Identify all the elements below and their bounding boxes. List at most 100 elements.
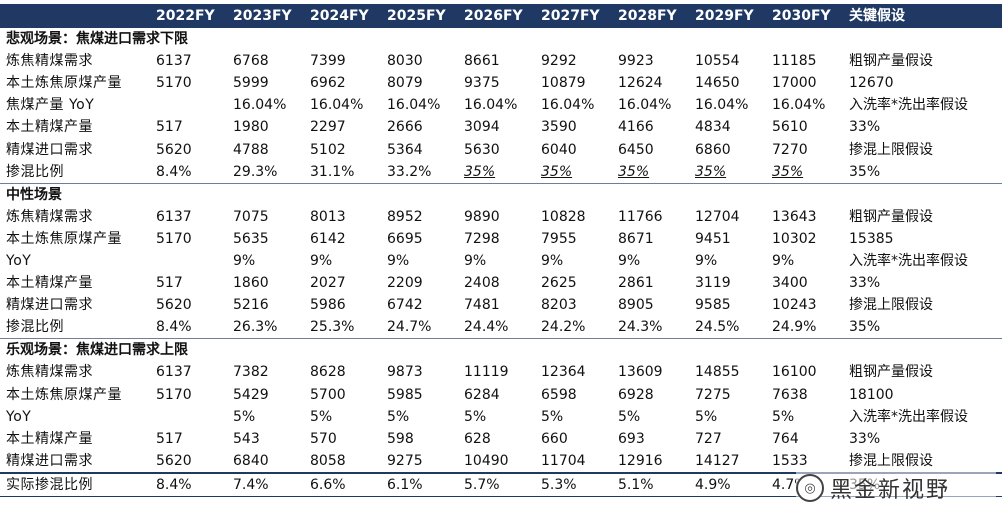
value-cell: 24.5%: [695, 319, 740, 336]
assumption-cell: 入洗率*洗出率假设: [849, 252, 968, 269]
value-cell: 10879: [541, 75, 586, 92]
value-cell: 5%: [618, 408, 641, 425]
emphasized-value: 35%: [618, 163, 650, 180]
value-cell: 11704: [541, 452, 586, 469]
value-cell: 14855: [695, 364, 740, 381]
value-cell: 1980: [233, 119, 269, 136]
header-year: 2027FY: [535, 4, 612, 28]
value-cell: 8058: [310, 452, 346, 469]
value-cell: 7481: [464, 297, 500, 314]
row-label: 掺混比例: [6, 319, 64, 336]
assumption-cell: 粗钢产量假设: [849, 53, 933, 70]
table-row: 炼焦精煤需求 6137 7075 8013 8952 9890 10828 11766 1270…: [0, 206, 1002, 228]
row-label: 实际掺混比例: [0, 471, 150, 497]
value-cell: 5%: [310, 408, 333, 425]
value-cell: 24.3%: [618, 319, 663, 336]
value-cell: [150, 406, 227, 428]
value-cell: 5620: [156, 297, 192, 314]
value-cell: 570: [310, 430, 337, 447]
section-title: 中性场景: [0, 182, 1002, 206]
value-cell: 2297: [310, 119, 346, 136]
value-cell: 9%: [464, 252, 487, 269]
value-cell: 8905: [618, 297, 654, 314]
value-cell: 33.2%: [387, 163, 432, 180]
assumption-cell: 33%: [849, 430, 881, 447]
value-cell: 6284: [464, 386, 500, 403]
value-cell: 6137: [156, 53, 192, 70]
value-cell: 517: [156, 275, 183, 292]
value-cell: 5620: [156, 141, 192, 158]
value-cell: 12704: [695, 208, 740, 225]
assumption-cell: 粗钢产量假设: [849, 364, 933, 381]
value-cell: 3590: [541, 119, 577, 136]
row-label: 本土精煤产量: [6, 430, 93, 447]
header-year: 2022FY: [150, 4, 227, 28]
header-year: 2029FY: [689, 4, 766, 28]
value-cell: 16.04%: [464, 97, 518, 114]
section-header-row: 悲观场景：焦煤进口需求下限: [0, 28, 1002, 50]
value-cell: 9%: [310, 252, 333, 269]
header-corner: [0, 4, 150, 28]
value-cell: 14127: [695, 452, 740, 469]
value-cell: 10243: [772, 297, 817, 314]
value-cell: 6450: [618, 141, 654, 158]
assumption-cell: 15385: [849, 230, 894, 247]
row-label: 炼焦精煤需求: [6, 364, 93, 381]
value-cell: 11119: [464, 364, 509, 381]
value-cell: 4834: [695, 119, 731, 136]
value-cell: 16.04%: [541, 97, 595, 114]
data-table-container: 2022FY 2023FY 2024FY 2025FY 2026FY 2027FY 2028…: [0, 4, 1002, 497]
value-cell: 17000: [772, 75, 817, 92]
value-cell: 5.1%: [612, 471, 689, 497]
row-label: 掺混比例: [6, 163, 64, 180]
header-year: 2026FY: [458, 4, 535, 28]
value-cell: 517: [156, 430, 183, 447]
value-cell: 727: [695, 430, 722, 447]
section-title: 乐观场景：焦煤进口需求上限: [0, 338, 1002, 362]
value-cell: 6695: [387, 230, 423, 247]
value-cell: 29.3%: [233, 163, 278, 180]
value-cell: 5635: [233, 230, 269, 247]
value-cell: 5.7%: [458, 471, 535, 497]
value-cell: 7275: [695, 386, 731, 403]
value-cell: 9585: [695, 297, 731, 314]
header-year: 2030FY: [766, 4, 843, 28]
value-cell: 12624: [618, 75, 663, 92]
value-cell: 2209: [387, 275, 423, 292]
table-row: 掺混比例 8.4% 29.3% 31.1% 33.2% 35% 35% 35% 35% 35% 35…: [0, 161, 1002, 184]
value-cell: 10490: [464, 452, 509, 469]
value-cell: 16.04%: [387, 97, 441, 114]
assumption-cell: 12670: [849, 75, 894, 92]
value-cell: 16.04%: [233, 97, 287, 114]
value-cell: 2861: [618, 275, 654, 292]
value-cell: 11185: [772, 53, 817, 70]
assumption-cell: 掺混上限假设: [849, 141, 933, 158]
value-cell: 35%: [458, 161, 535, 184]
value-cell: 6928: [618, 386, 654, 403]
table-row: 精煤进口需求 5620 6840 8058 9275 10490 11704 12916 141…: [0, 450, 1002, 473]
value-cell: 7399: [310, 53, 346, 70]
value-cell: 5999: [233, 75, 269, 92]
assumption-cell: 35%: [849, 163, 881, 180]
value-cell: 764: [772, 430, 799, 447]
table-row: 焦煤产量 YoY 16.04% 16.04% 16.04% 16.04% 16.04% 16…: [0, 94, 1002, 116]
row-label: YoY: [6, 408, 32, 425]
value-cell: 11766: [618, 208, 663, 225]
value-cell: 6768: [233, 53, 269, 70]
row-label: 本土炼焦原煤产量: [6, 386, 122, 403]
assumption-cell: 18100: [849, 386, 894, 403]
emphasized-value: 35%: [464, 163, 496, 180]
table-row: 本土精煤产量 517 1980 2297 2666 3094 3590 4166 4834 561…: [0, 116, 1002, 138]
value-cell: 5%: [233, 408, 256, 425]
value-cell: 26.3%: [233, 319, 278, 336]
value-cell: 6040: [541, 141, 577, 158]
value-cell: 8952: [387, 208, 423, 225]
value-cell: 8628: [310, 364, 346, 381]
header-year: 2025FY: [381, 4, 458, 28]
value-cell: 9275: [387, 452, 423, 469]
value-cell: 16.04%: [772, 97, 826, 114]
value-cell: 5102: [310, 141, 346, 158]
value-cell: 9292: [541, 53, 577, 70]
value-cell: 5170: [156, 75, 192, 92]
value-cell: 6860: [695, 141, 731, 158]
